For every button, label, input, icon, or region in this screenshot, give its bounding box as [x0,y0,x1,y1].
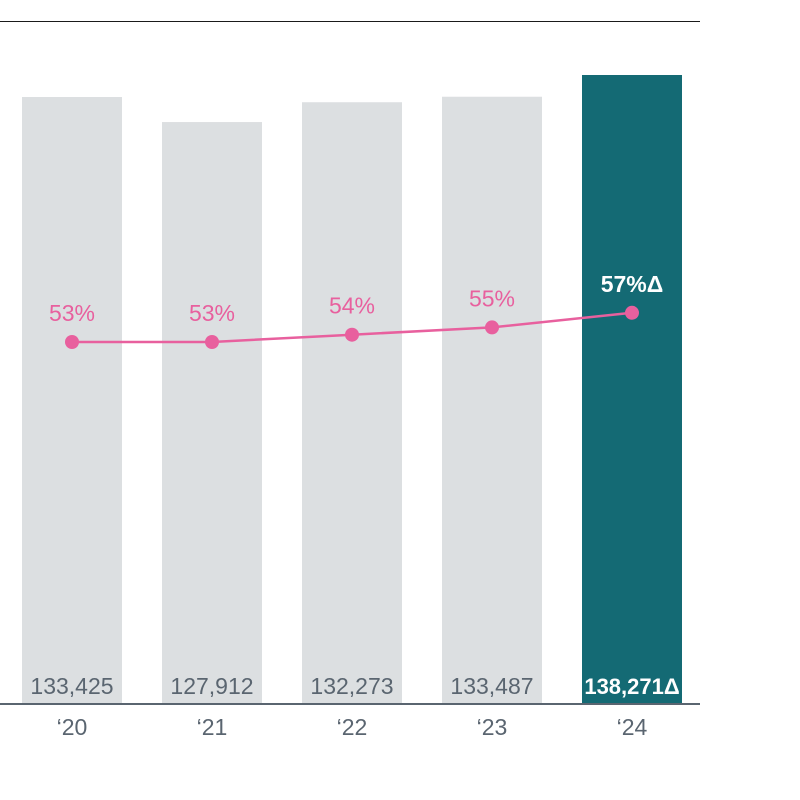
bar-1 [162,122,262,703]
x-tick-label-4: ‘24 [617,714,648,740]
bar-3 [442,96,542,703]
ratio-label-0: 53% [49,300,95,326]
x-tick-label-0: ‘20 [57,714,88,740]
ratio-point-0 [65,335,79,349]
ratio-point-4 [625,305,639,320]
ratio-point-3 [485,320,499,335]
x-tick-label-1: ‘21 [197,714,228,740]
bar-4 [582,75,682,703]
bar-value-label-1: 127,912 [170,673,253,699]
bar-value-label-0: 133,425 [30,673,113,699]
ratio-point-1 [205,335,219,349]
ratio-label-3: 55% [469,285,515,311]
x-tick-label-2: ‘22 [337,714,368,740]
bar-value-label-4: 138,271Δ [584,674,679,699]
ratio-point-2 [345,327,359,342]
ratio-label-2: 54% [329,293,375,319]
bar-0 [22,97,122,704]
ratio-label-1: 53% [189,300,235,326]
ratio-label-4: 57%Δ [601,271,664,297]
x-tick-label-3: ‘23 [477,714,508,740]
bar-2 [302,102,402,703]
bar-value-label-3: 133,487 [450,673,533,699]
bar-value-label-2: 132,273 [310,673,393,699]
